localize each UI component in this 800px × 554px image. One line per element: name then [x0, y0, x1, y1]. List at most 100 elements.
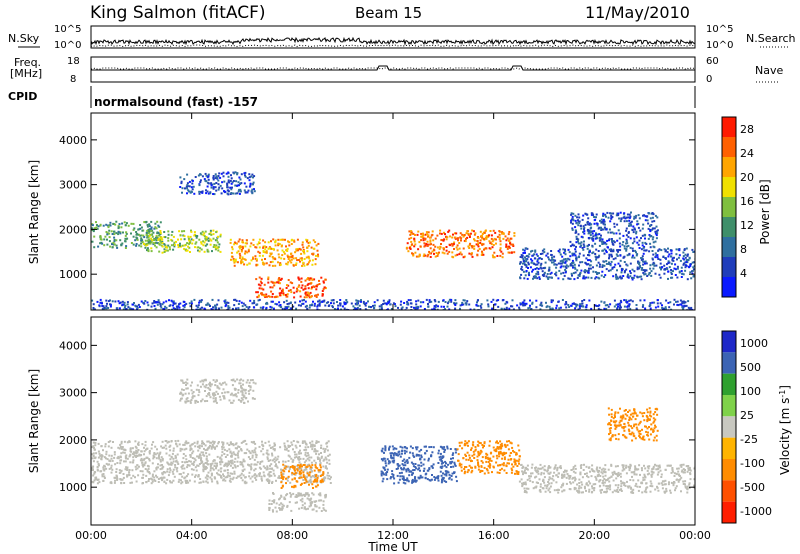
velocity-colorbar-swatch-1	[722, 352, 736, 374]
velocity-colorbar-swatch-5	[722, 437, 736, 459]
cpid-value: normalsound (fast) -157	[94, 95, 258, 109]
velocity-region-5	[456, 440, 521, 475]
power-region-4	[179, 171, 256, 196]
power-colorbar-swatch-4	[722, 197, 736, 217]
freq-panel: Freq. [MHz] 18 8 60 0 Nave	[10, 56, 783, 85]
power-colorbar-swatch-2	[722, 237, 736, 257]
noise-tick-left-bottom: 10^0	[54, 40, 81, 51]
velocity-colorbar: 1000 500 100 25 -25 -100 -500 -1000	[721, 330, 772, 524]
velocity-region-3	[268, 492, 327, 513]
nsearch-label: N.Search	[746, 32, 796, 45]
freq-trace	[91, 65, 695, 71]
cpid-label: CPID	[8, 90, 37, 103]
velocity-colorbar-tick-7: -1000	[740, 505, 772, 518]
freq-unit-label: [MHz]	[10, 67, 42, 80]
nave-label: Nave	[755, 64, 783, 77]
time-tick-5: 20:00	[578, 529, 610, 542]
velocity-region-0	[91, 439, 332, 485]
velocity-panel: 1000 2000 3000 4000 Slant Range [km] 1000 50…	[27, 316, 792, 526]
power-panel: 1000 2000 3000 4000 Slant Range [km] 28 24 20…	[27, 112, 772, 311]
noise-tick-left-top: 10^5	[54, 24, 81, 35]
nave-trace	[91, 67, 696, 70]
nsky-trace	[90, 36, 696, 46]
velocity-region-7	[607, 407, 659, 442]
date-label: 11/May/2010	[585, 3, 690, 22]
time-tick-2: 08:00	[276, 529, 308, 542]
velocity-colorbar-tick-1: 500	[740, 361, 761, 374]
velocity-colorbar-tick-0: 1000	[740, 337, 768, 350]
cpid-panel: CPID normalsound (fast) -157	[8, 86, 696, 109]
freq-label: Freq.	[14, 56, 41, 69]
beam-label: Beam 15	[355, 4, 422, 22]
noise-panel: N.Sky 10^5 10^0 10^5 10^0 N.Search	[8, 24, 796, 51]
power-colorbar-tick-0: 28	[740, 123, 754, 136]
velocity-colorbar-swatch-0	[722, 331, 736, 353]
freq-tick-bottom: 8	[70, 74, 76, 85]
power-colorbar-tick-6: 4	[740, 267, 747, 280]
velocity-colorbar-tick-6: -500	[740, 481, 765, 494]
freq-tick-top: 18	[67, 56, 80, 67]
power-region-1	[141, 229, 222, 254]
power-colorbar-swatch-3	[722, 217, 736, 237]
velocity-colorbar-swatch-3	[722, 395, 736, 417]
station-title: King Salmon (fitACF)	[90, 3, 266, 23]
power-colorbar-label: Power [dB]	[758, 179, 772, 244]
velocity-heatmap	[91, 378, 695, 513]
power-colorbar-tick-5: 8	[740, 243, 747, 256]
velocity-colorbar-tick-2: 100	[740, 385, 761, 398]
time-tick-3: 12:00	[377, 529, 409, 542]
power-colorbar-tick-1: 24	[740, 147, 754, 160]
time-tick-0: 00:00	[75, 529, 107, 542]
power-ytick-3: 4000	[59, 134, 87, 147]
nave-tick-top: 60	[706, 56, 719, 67]
velocity-colorbar-label: Velocity [m s-1]	[778, 385, 792, 475]
time-tick-6: 00:00	[679, 529, 711, 542]
velocity-colorbar-tick-5: -100	[740, 457, 765, 470]
velocity-ytick-2: 3000	[59, 387, 87, 400]
power-ytick-0: 1000	[59, 268, 87, 281]
power-colorbar-tick-4: 12	[740, 219, 754, 232]
noise-tick-right-top: 10^5	[706, 24, 733, 35]
time-tick-1: 04:00	[176, 529, 208, 542]
velocity-region-4	[380, 445, 458, 485]
velocity-colorbar-swatch-4	[722, 416, 736, 438]
power-region-7	[569, 211, 659, 249]
power-colorbar-swatch-0	[722, 277, 736, 297]
velocity-colorbar-swatch-8	[722, 501, 736, 523]
power-colorbar-tick-2: 20	[740, 171, 754, 184]
power-ylabel: Slant Range [km]	[27, 160, 41, 264]
velocity-colorbar-swatch-7	[722, 480, 736, 502]
power-colorbar: 28 24 20 16 12 8 4	[721, 116, 754, 298]
power-colorbar-tick-3: 16	[740, 195, 754, 208]
nave-tick-bottom: 0	[706, 74, 712, 85]
nsky-label: N.Sky	[8, 32, 40, 45]
power-region-5	[405, 229, 516, 259]
velocity-colorbar-tick-3: 25	[740, 409, 754, 422]
time-axis-label: Time UT	[367, 540, 418, 554]
velocity-region-2	[280, 463, 325, 489]
power-region-3	[255, 276, 327, 299]
power-colorbar-swatch-5	[722, 177, 736, 197]
velocity-region-1	[179, 378, 257, 404]
power-region-6	[519, 247, 695, 281]
power-colorbar-swatch-8	[722, 117, 736, 137]
power-ytick-1: 2000	[59, 223, 87, 236]
time-tick-4: 16:00	[478, 529, 510, 542]
power-colorbar-swatch-6	[722, 157, 736, 177]
velocity-ytick-1: 2000	[59, 434, 87, 447]
velocity-region-6	[518, 463, 695, 494]
power-colorbar-swatch-7	[722, 137, 736, 157]
velocity-ylabel: Slant Range [km]	[27, 369, 41, 473]
velocity-colorbar-tick-4: -25	[740, 433, 758, 446]
power-heatmap	[91, 171, 695, 310]
velocity-colorbar-swatch-2	[722, 373, 736, 395]
velocity-ytick-3: 4000	[59, 339, 87, 352]
velocity-colorbar-swatch-6	[722, 459, 736, 481]
nsearch-trace	[90, 44, 696, 48]
power-colorbar-swatch-1	[722, 257, 736, 277]
time-axis: 00:00 04:00 08:00 12:00 16:00 20:00 00:00	[75, 113, 711, 542]
power-region-2	[229, 238, 320, 267]
noise-tick-right-bottom: 10^0	[706, 40, 733, 51]
